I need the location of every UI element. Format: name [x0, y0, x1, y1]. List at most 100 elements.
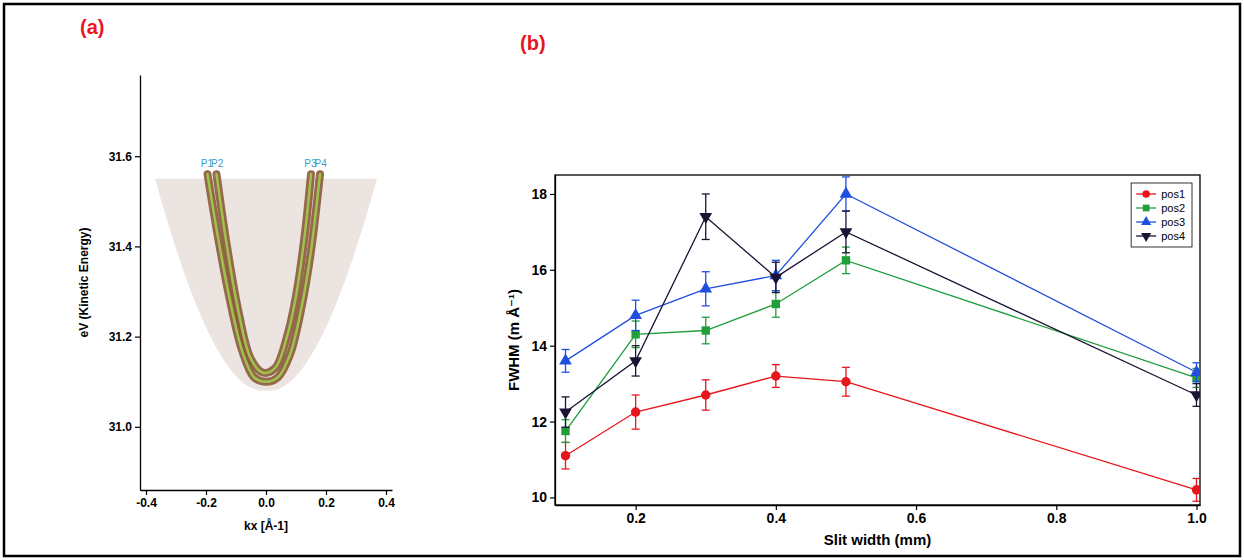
tick: 0.6	[907, 505, 927, 526]
axis-line	[140, 76, 141, 491]
error-bar-cap	[842, 273, 850, 274]
error-bar-cap	[562, 349, 570, 350]
error-bar-cap	[1192, 501, 1200, 502]
plot-area	[155, 174, 377, 390]
acceptance-fan	[155, 179, 377, 391]
error-bar-cap	[702, 193, 710, 194]
tick: 0.0	[258, 490, 275, 510]
error-bar-cap	[842, 367, 850, 368]
marker	[631, 407, 640, 416]
legend-item: pos1	[1136, 188, 1185, 200]
error-bar-cap	[842, 210, 850, 211]
error-bar-cap	[632, 300, 640, 301]
tick-label: 0.4	[767, 510, 787, 526]
legend-box	[1131, 183, 1192, 247]
tick-label: 1.0	[1187, 510, 1207, 526]
tick-label: 0.4	[378, 496, 395, 510]
tick-label: 0.2	[626, 510, 646, 526]
tick: 31.4	[109, 240, 140, 254]
error-bar-cap	[772, 317, 780, 318]
error-bar	[702, 380, 710, 410]
tick-mark	[135, 156, 140, 157]
marker	[1190, 365, 1200, 376]
marker	[840, 187, 853, 198]
legend-label: pos3	[1161, 216, 1185, 228]
series-line	[566, 194, 1197, 372]
panel-label: (a)	[80, 16, 104, 38]
tick-label: -0.4	[136, 496, 157, 510]
tick: 31.2	[109, 330, 140, 344]
error-bar-cap	[1192, 478, 1200, 479]
tick-label: 31.2	[109, 330, 133, 344]
error-bar-cap	[702, 410, 710, 411]
legend-marker	[1143, 205, 1150, 212]
marker	[772, 300, 780, 308]
error-bar-cap	[842, 176, 850, 177]
tick-mark	[146, 490, 147, 495]
tick: 0.2	[626, 505, 646, 526]
tick-label: 31.0	[109, 420, 133, 434]
plot-frame	[555, 175, 1200, 505]
marker	[841, 377, 850, 386]
error-bar	[772, 291, 780, 318]
panel-b: (b) 0.2 0.4 0.6 0.8 1.0 10 12 14 16 18 Slit width (…	[505, 32, 1207, 548]
legend-marker	[1141, 233, 1151, 242]
error-bar-cap	[842, 252, 850, 253]
error-bar-cap	[562, 372, 570, 373]
tick-mark	[550, 194, 555, 195]
tick: 12	[531, 414, 555, 430]
legend-label: pos2	[1161, 202, 1185, 214]
tick-label: 0.2	[318, 496, 335, 510]
error-bar-cap	[562, 442, 570, 443]
error-bar-cap	[562, 396, 570, 397]
tick-label: 31.6	[109, 150, 133, 164]
error-bar-cap	[842, 395, 850, 396]
tick-label: 12	[531, 414, 547, 430]
tick-mark	[326, 490, 327, 495]
marker	[559, 408, 572, 419]
error-bar	[842, 367, 850, 396]
legend-label: pos4	[1161, 230, 1185, 242]
tick: 31.0	[109, 420, 140, 434]
tick: 18	[531, 186, 555, 202]
marker	[559, 354, 572, 365]
tick-label: 0.6	[907, 510, 927, 526]
band	[208, 174, 321, 382]
tick-label: 14	[531, 338, 547, 354]
tick-label: 16	[531, 262, 547, 278]
tick-label: 10	[531, 489, 547, 505]
tick: 0.2	[318, 490, 335, 510]
tick: 0.8	[1047, 505, 1067, 526]
tick-mark	[386, 490, 387, 495]
x-axis: -0.4-0.20.00.20.4	[136, 490, 395, 510]
error-bar-cap	[702, 379, 710, 380]
plot-area	[559, 177, 1200, 501]
error-bar-cap	[632, 428, 640, 429]
tick: 1.0	[1187, 505, 1207, 526]
error-bar-cap	[1192, 406, 1200, 407]
figure-frame	[4, 4, 1240, 556]
tick-label: 0.0	[258, 496, 275, 510]
panel-label: (b)	[520, 32, 546, 54]
error-bar-cap	[562, 427, 570, 428]
legend-item: pos3	[1136, 216, 1185, 228]
band-highlight	[217, 174, 312, 373]
marker	[561, 427, 569, 435]
legend-marker	[1141, 216, 1151, 225]
error-bar-cap	[772, 364, 780, 365]
legend-label: pos1	[1161, 188, 1185, 200]
axis-line	[556, 505, 1201, 506]
error-bar-cap	[562, 468, 570, 469]
error-bar-cap	[702, 305, 710, 306]
marker	[699, 281, 712, 292]
band	[217, 174, 312, 373]
marker	[840, 228, 853, 239]
series-line	[566, 376, 1197, 490]
marker	[701, 390, 710, 399]
error-bar	[1192, 478, 1200, 501]
y-axis-title: FWHM (m Å⁻¹)	[505, 289, 522, 391]
y-axis-title: eV (Kinetic Energy)	[77, 227, 91, 337]
legend-item: pos2	[1136, 202, 1185, 214]
tick-mark	[550, 421, 555, 422]
x-axis-title: Slit width (mm)	[824, 531, 932, 548]
